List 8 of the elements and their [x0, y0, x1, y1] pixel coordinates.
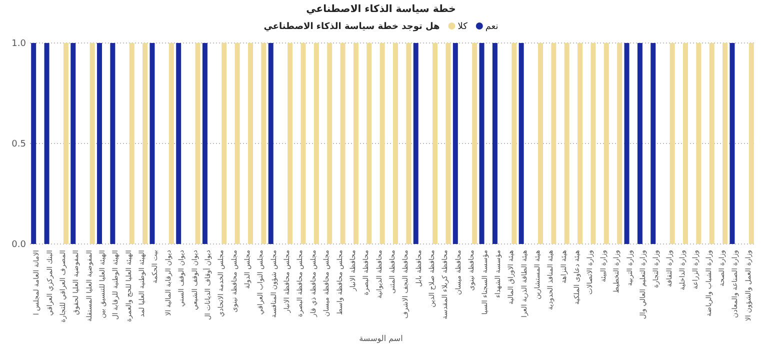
- chart-title: خطة سياسة الذكاء الاصطناعي: [306, 4, 456, 15]
- y-tick-label: 1.0: [12, 39, 26, 49]
- y-tick-label: 0.5: [12, 140, 26, 150]
- x-axis-title: اسم الوسسة: [359, 334, 403, 343]
- legend-label: كلا: [458, 22, 468, 32]
- y-tick-label: 0.0: [12, 240, 26, 250]
- legend-title: هل توجد خطة سياسة الذكاء الاصطناعي: [264, 22, 440, 32]
- legend-label: نعم: [485, 22, 498, 32]
